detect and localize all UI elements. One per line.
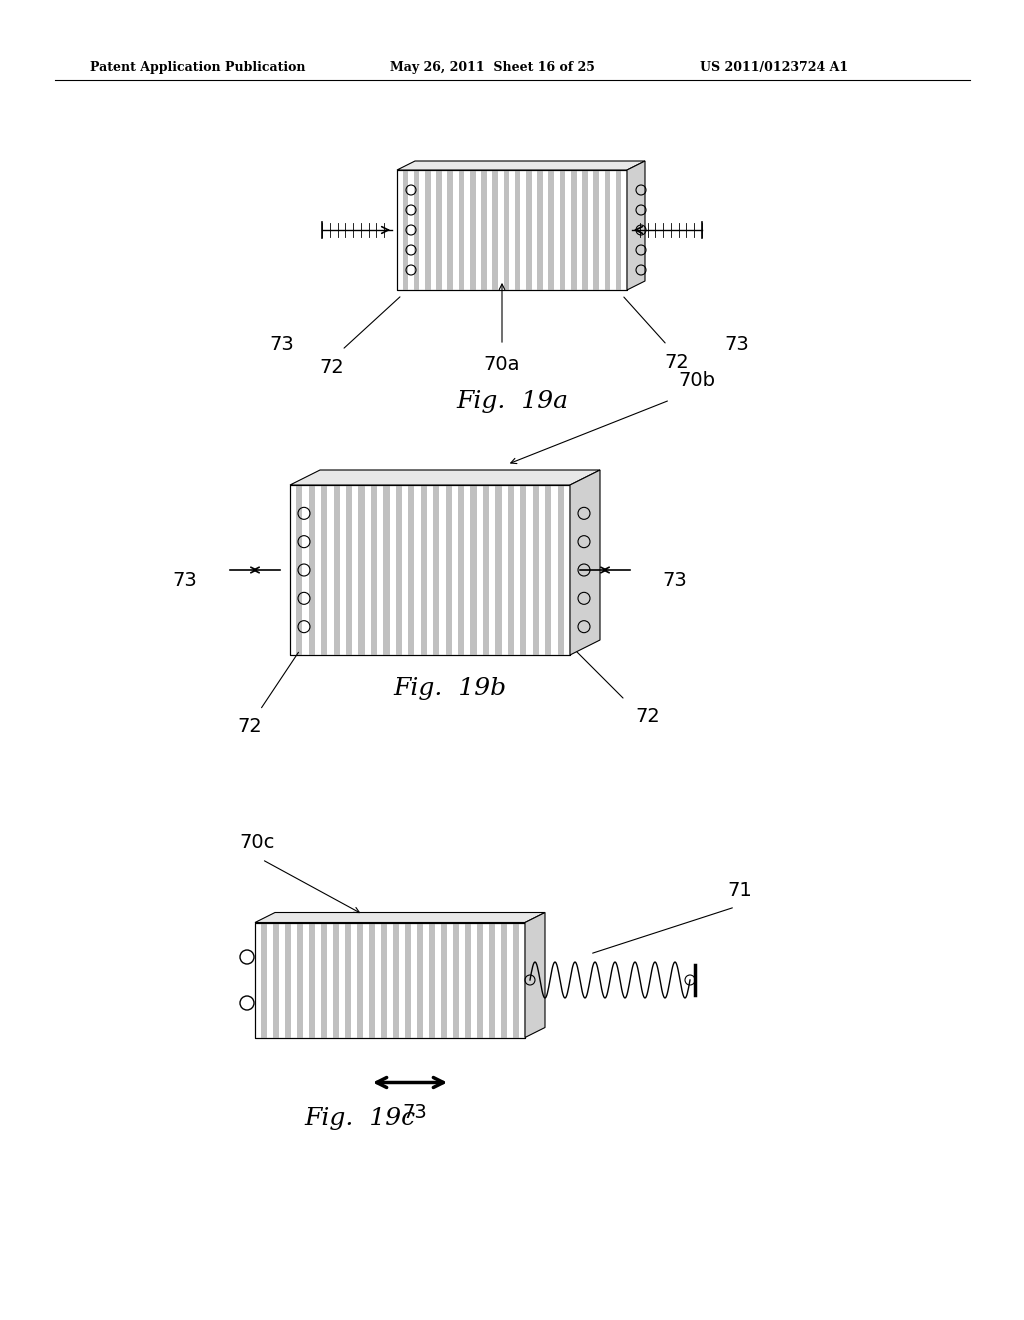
Polygon shape [615, 170, 622, 290]
Polygon shape [526, 170, 531, 290]
Polygon shape [604, 170, 610, 290]
Polygon shape [321, 923, 327, 1038]
Polygon shape [545, 484, 551, 655]
Polygon shape [508, 484, 514, 655]
Polygon shape [513, 923, 519, 1038]
Polygon shape [425, 170, 431, 290]
Text: 70a: 70a [483, 355, 520, 374]
Polygon shape [309, 923, 315, 1038]
Text: 72: 72 [319, 358, 344, 378]
Polygon shape [453, 923, 459, 1038]
Text: US 2011/0123724 A1: US 2011/0123724 A1 [700, 62, 848, 74]
Text: Fig.  19c: Fig. 19c [304, 1107, 416, 1130]
Polygon shape [396, 484, 402, 655]
Polygon shape [593, 170, 599, 290]
Text: May 26, 2011  Sheet 16 of 25: May 26, 2011 Sheet 16 of 25 [390, 62, 595, 74]
Text: 72: 72 [635, 708, 659, 726]
Polygon shape [470, 484, 476, 655]
Text: Fig.  19a: Fig. 19a [456, 389, 568, 413]
Polygon shape [538, 170, 543, 290]
Polygon shape [433, 484, 439, 655]
Polygon shape [458, 484, 464, 655]
Polygon shape [409, 484, 415, 655]
Polygon shape [273, 923, 279, 1038]
Polygon shape [570, 470, 600, 655]
Text: 73: 73 [402, 1102, 427, 1122]
Text: 71: 71 [728, 880, 753, 900]
Polygon shape [402, 170, 409, 290]
Polygon shape [393, 923, 399, 1038]
Polygon shape [322, 484, 328, 655]
Text: Patent Application Publication: Patent Application Publication [90, 62, 305, 74]
Polygon shape [504, 170, 509, 290]
Polygon shape [308, 484, 315, 655]
Polygon shape [290, 484, 570, 655]
Polygon shape [255, 923, 525, 1038]
Polygon shape [520, 484, 526, 655]
Polygon shape [297, 923, 303, 1038]
Polygon shape [397, 170, 627, 290]
Polygon shape [383, 484, 389, 655]
Polygon shape [557, 484, 564, 655]
Polygon shape [560, 170, 565, 290]
Polygon shape [357, 923, 362, 1038]
Polygon shape [345, 923, 351, 1038]
Text: 73: 73 [269, 335, 294, 354]
Polygon shape [296, 484, 302, 655]
Polygon shape [489, 923, 495, 1038]
Polygon shape [582, 170, 588, 290]
Text: 73: 73 [725, 335, 750, 354]
Polygon shape [334, 484, 340, 655]
Polygon shape [406, 923, 411, 1038]
Polygon shape [496, 484, 502, 655]
Text: 73: 73 [173, 570, 198, 590]
Polygon shape [261, 923, 267, 1038]
Polygon shape [549, 170, 554, 290]
Polygon shape [346, 484, 352, 655]
Polygon shape [447, 170, 453, 290]
Polygon shape [441, 923, 447, 1038]
Polygon shape [571, 170, 577, 290]
Polygon shape [429, 923, 435, 1038]
Polygon shape [493, 170, 498, 290]
Polygon shape [525, 912, 545, 1038]
Polygon shape [470, 170, 475, 290]
Polygon shape [515, 170, 520, 290]
Polygon shape [627, 161, 645, 290]
Polygon shape [532, 484, 539, 655]
Polygon shape [436, 170, 442, 290]
Polygon shape [481, 170, 486, 290]
Text: 70b: 70b [678, 371, 715, 389]
Text: 70c: 70c [240, 833, 274, 853]
Text: 73: 73 [663, 570, 687, 590]
Polygon shape [465, 923, 471, 1038]
Polygon shape [255, 912, 545, 923]
Polygon shape [417, 923, 423, 1038]
Polygon shape [421, 484, 427, 655]
Text: 72: 72 [665, 352, 689, 372]
Polygon shape [285, 923, 291, 1038]
Polygon shape [459, 170, 464, 290]
Polygon shape [414, 170, 420, 290]
Polygon shape [501, 923, 507, 1038]
Polygon shape [397, 161, 645, 170]
Polygon shape [290, 470, 600, 484]
Polygon shape [371, 484, 377, 655]
Polygon shape [358, 484, 365, 655]
Text: 72: 72 [238, 717, 262, 737]
Polygon shape [483, 484, 489, 655]
Text: Fig.  19b: Fig. 19b [393, 677, 507, 700]
Polygon shape [477, 923, 483, 1038]
Polygon shape [445, 484, 452, 655]
Polygon shape [333, 923, 339, 1038]
Polygon shape [369, 923, 375, 1038]
Polygon shape [381, 923, 387, 1038]
